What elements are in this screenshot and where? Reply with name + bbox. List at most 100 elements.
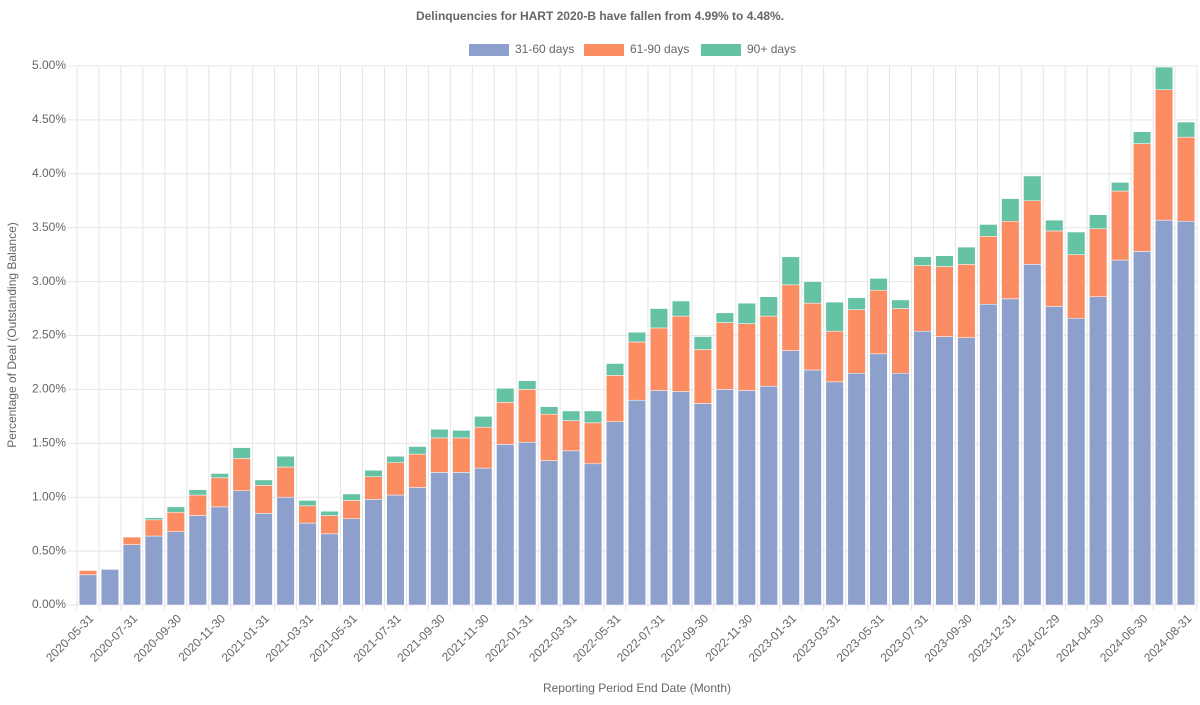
- bar-segment: [122, 544, 141, 606]
- bar-segment: [386, 462, 405, 496]
- bar-segment: [913, 256, 932, 266]
- bar-segment: [671, 315, 690, 392]
- bar-segment: [781, 350, 800, 606]
- bar-segment: [606, 375, 625, 422]
- bar-segment: [935, 336, 954, 606]
- bar-segment: [1023, 175, 1042, 201]
- bar-segment: [122, 536, 141, 545]
- y-tick-label: 1.50%: [32, 435, 66, 449]
- bar-segment: [100, 569, 119, 606]
- y-tick-label: 1.00%: [32, 489, 66, 503]
- bar-segment: [1001, 220, 1020, 300]
- bar-segment: [144, 519, 163, 537]
- bar-segment: [78, 570, 98, 576]
- bar-segment: [891, 372, 910, 606]
- bar-segment: [496, 444, 515, 606]
- bar-segment: [957, 246, 976, 265]
- bar-segment: [913, 330, 932, 606]
- bar-segment: [606, 363, 625, 376]
- bar-segment: [584, 410, 603, 424]
- bar-segment: [188, 494, 207, 516]
- bar-segment: [144, 517, 163, 521]
- bar-segment: [408, 487, 427, 606]
- bar-segment: [759, 296, 778, 317]
- x-tick-label: 2021-09-30: [394, 611, 448, 665]
- bar-segment: [1133, 251, 1152, 606]
- y-tick-label: 2.00%: [32, 382, 66, 396]
- bar-segment: [715, 322, 734, 390]
- bar-segment: [649, 327, 668, 391]
- bar-segment: [781, 256, 800, 286]
- bar-segment: [254, 513, 273, 606]
- legend-swatch: [701, 44, 741, 56]
- bar-segment: [1133, 131, 1152, 144]
- bar-segment: [627, 399, 647, 606]
- bar-segment: [452, 472, 471, 606]
- bar-segment: [1155, 66, 1174, 90]
- bar-segment: [276, 496, 295, 606]
- bar-segment: [1133, 143, 1152, 252]
- bar-segment: [320, 515, 339, 535]
- bar-segment: [957, 337, 976, 606]
- bar-segment: [649, 308, 668, 329]
- bar-segment: [1045, 230, 1064, 307]
- bar-segment: [979, 224, 998, 237]
- bar-segment: [627, 332, 647, 343]
- bar-segment: [320, 510, 339, 516]
- bar-segment: [1089, 296, 1108, 606]
- bar-segment: [232, 490, 251, 606]
- bar-segment: [759, 315, 778, 387]
- chart-title: Delinquencies for HART 2020-B have falle…: [416, 9, 784, 23]
- y-tick-label: 0.50%: [32, 543, 66, 557]
- bar-segment: [518, 389, 537, 443]
- bar-segment: [540, 413, 559, 461]
- y-tick-label: 5.00%: [32, 58, 66, 72]
- bar-segment: [825, 330, 844, 383]
- bar-segment: [1089, 214, 1108, 230]
- bar-segment: [1176, 220, 1196, 606]
- bar-segment: [847, 309, 866, 374]
- legend-label: 90+ days: [747, 42, 796, 56]
- bar-segment: [364, 476, 383, 500]
- bar-segment: [1045, 306, 1064, 606]
- legend-swatch: [469, 44, 509, 56]
- bar-segment: [957, 264, 976, 338]
- bar-segment: [693, 349, 712, 404]
- bar-segment: [584, 422, 603, 465]
- bar-segment: [452, 430, 471, 439]
- bar-segment: [210, 477, 229, 508]
- bar-segment: [715, 312, 734, 323]
- bar-segment: [1045, 219, 1064, 232]
- bar-segment: [232, 458, 251, 491]
- bar-segment: [1111, 190, 1130, 261]
- bar-segment: [342, 518, 361, 606]
- bar-segment: [562, 450, 581, 606]
- bar-segment: [254, 485, 273, 514]
- bar-segment: [298, 522, 317, 606]
- bar-segment: [408, 453, 427, 488]
- bar-segment: [144, 535, 163, 606]
- y-tick-label: 2.50%: [32, 328, 66, 342]
- bar-segment: [1067, 231, 1086, 255]
- bar-segment: [276, 455, 295, 468]
- bar-segment: [210, 473, 229, 479]
- y-axis-label: Percentage of Deal (Outstanding Balance): [5, 222, 19, 447]
- bar-segment: [627, 341, 647, 401]
- bar-segment: [540, 406, 559, 415]
- bar-segment: [584, 463, 603, 606]
- bar-segment: [869, 353, 888, 606]
- bar-segment: [386, 494, 405, 606]
- bar-segment: [737, 323, 756, 391]
- bar-segment: [979, 236, 998, 305]
- bar-segment: [562, 420, 581, 452]
- bar-segment: [671, 391, 690, 606]
- bar-segment: [1067, 318, 1086, 606]
- bar-segment: [78, 574, 98, 606]
- bar-segment: [847, 297, 866, 310]
- bar-segment: [166, 506, 185, 513]
- bar-segment: [364, 499, 383, 606]
- bar-segment: [891, 299, 910, 309]
- bar-segment: [1155, 219, 1174, 606]
- bar-segment: [408, 446, 427, 455]
